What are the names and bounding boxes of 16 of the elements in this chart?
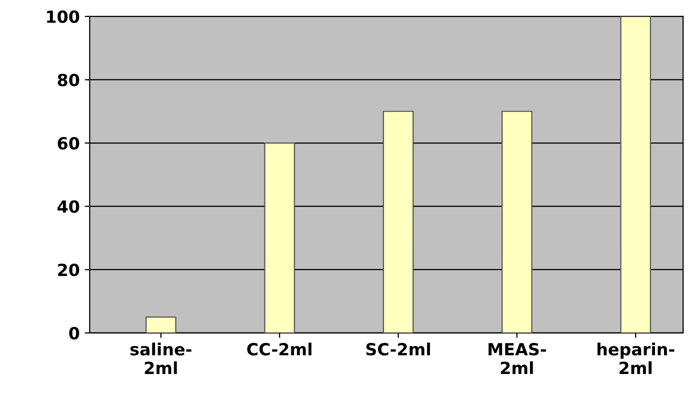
y-tick-label: 0 bbox=[69, 326, 80, 340]
bar bbox=[264, 142, 295, 333]
y-tick-label: 20 bbox=[58, 264, 80, 276]
y-tick-label: 60 bbox=[58, 136, 80, 150]
x-tick-label: saline- 2ml bbox=[130, 342, 192, 374]
bar bbox=[502, 110, 532, 333]
bar bbox=[620, 16, 652, 333]
x-tick-label: CC-2ml bbox=[247, 342, 312, 356]
bar bbox=[382, 110, 414, 333]
x-tick-label: heparin- 2ml bbox=[598, 342, 674, 374]
y-tick-label: 80 bbox=[58, 74, 80, 86]
bar bbox=[146, 316, 176, 333]
y-tick-label: 40 bbox=[58, 200, 80, 213]
y-tick-label: 100 bbox=[47, 10, 80, 24]
x-tick-label: MEAS- 2ml bbox=[488, 342, 546, 374]
x-tick-label: SC-2ml bbox=[366, 342, 430, 356]
